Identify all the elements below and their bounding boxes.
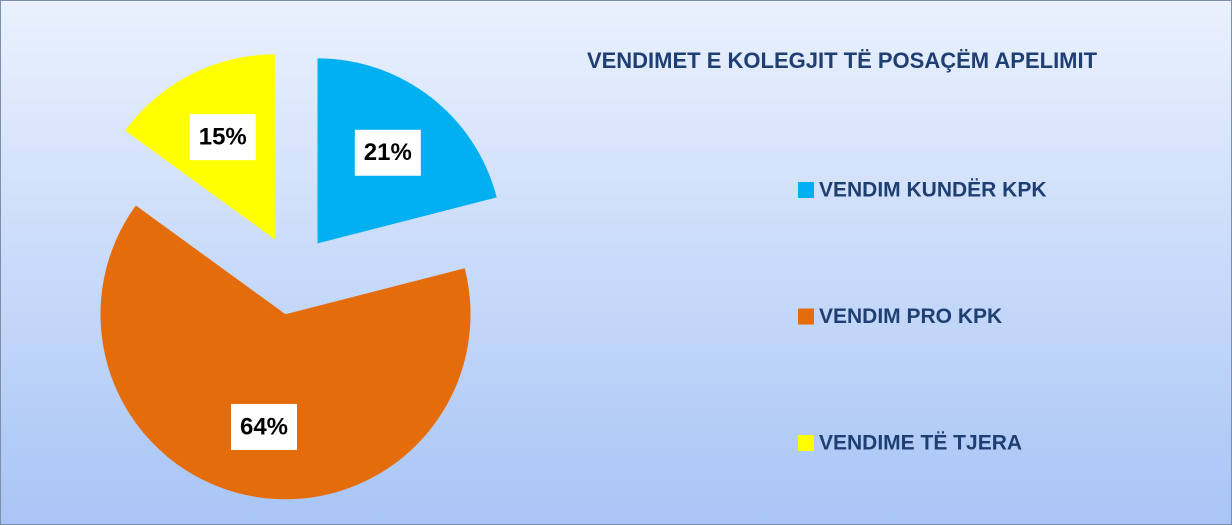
legend-label: VENDIM PRO KPK [819,305,1002,328]
data-label: 15% [199,124,247,151]
legend-label: VENDIM KUNDËR KPK [819,179,1047,202]
data-label-box [231,403,298,450]
legend-swatch [798,308,814,325]
legend-swatch [798,182,814,198]
chart-title: VENDIMET E KOLEGJIT TË POSAÇËM APELIMIT [587,48,1098,73]
data-label: 64% [240,413,288,440]
pie-slice [100,205,471,500]
data-label: 21% [364,139,412,166]
data-label-box [354,129,421,176]
data-label-box [189,114,256,161]
legend-label: VENDIME TË TJERA [819,432,1022,455]
legend-swatch [798,435,814,451]
